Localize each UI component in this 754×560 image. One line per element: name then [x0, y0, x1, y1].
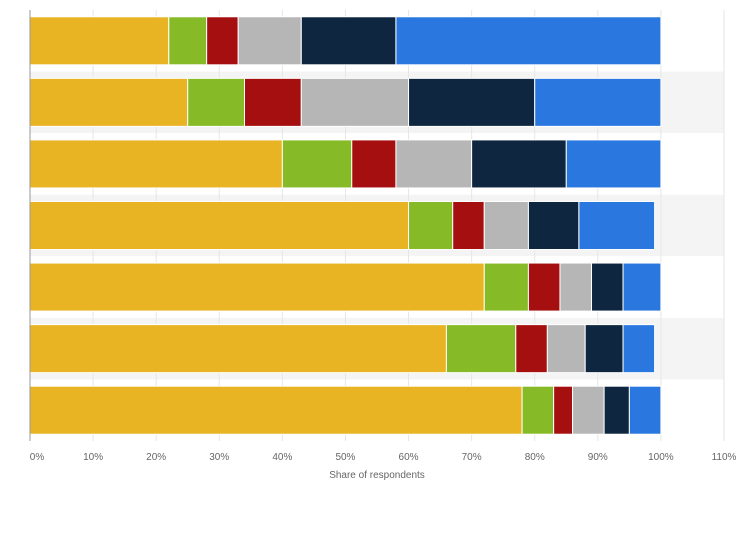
bar-segment [395, 16, 662, 66]
x-tick-label: 80% [525, 452, 545, 463]
bar-segment [622, 324, 656, 374]
bar-segment [168, 16, 208, 66]
x-tick-label: 60% [399, 452, 419, 463]
bar-segment [622, 262, 662, 312]
bar-segment [351, 139, 397, 189]
bar-segment [206, 16, 239, 66]
bar-segment [300, 77, 410, 127]
bar-segment [281, 139, 353, 189]
bar-segment [29, 77, 189, 127]
bar-segment [187, 77, 246, 127]
bar-segment [483, 262, 529, 312]
bar-segment [29, 262, 485, 312]
bar-segment [471, 139, 567, 189]
bar-segment [29, 324, 447, 374]
x-axis-title: Share of respondents [329, 470, 425, 481]
bar-segment [578, 200, 656, 251]
bar-segment [559, 262, 593, 312]
bar-segment [521, 385, 555, 435]
x-tick-labels: 0% 10% 20% 30% 40% 50% 60% 70% 80% 90% 100% 110% [30, 452, 737, 463]
bar-segment [603, 385, 630, 435]
bars [29, 16, 662, 435]
x-tick-label: 110% [712, 452, 737, 463]
x-tick-label: 20% [146, 452, 166, 463]
bar-segment [584, 324, 624, 374]
x-tick-label: 30% [209, 452, 229, 463]
bar-segment [534, 77, 662, 127]
bar-segment [300, 16, 397, 66]
bar-segment [527, 262, 561, 312]
x-tick-label: 10% [83, 452, 103, 463]
bar-segment [29, 200, 410, 251]
bar-segment [395, 139, 473, 189]
bar-segment [445, 324, 517, 374]
bar-segment [452, 200, 485, 251]
x-tick-label: 100% [648, 452, 674, 463]
bar-segment [483, 200, 529, 251]
x-tick-label: 40% [272, 452, 292, 463]
bar-segment [527, 200, 580, 251]
bar-segment [565, 139, 662, 189]
bar-segment [515, 324, 548, 374]
bar-segment [29, 16, 170, 66]
bar-segment [408, 77, 536, 127]
bar-segment [553, 385, 574, 435]
bar-segment [237, 16, 302, 66]
bar-segment [572, 385, 605, 435]
x-tick-label: 90% [588, 452, 608, 463]
x-tick-label: 70% [462, 452, 482, 463]
bar-segment [29, 139, 283, 189]
bar-segment [244, 77, 302, 127]
bar-segment [546, 324, 586, 374]
bar-segment [29, 385, 523, 435]
bar-segment [408, 200, 454, 251]
x-tick-label: 50% [335, 452, 355, 463]
x-tick-label: 0% [30, 452, 45, 463]
bar-segment [628, 385, 662, 435]
bar-segment [591, 262, 624, 312]
